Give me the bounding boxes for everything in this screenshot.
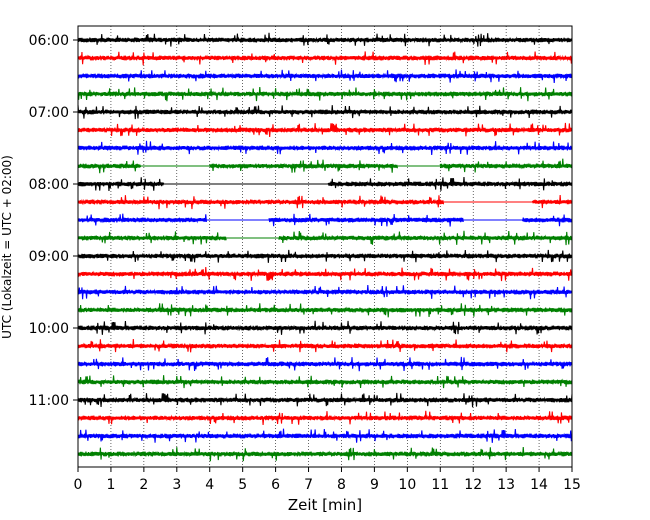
x-tick-label: 8 xyxy=(337,477,346,493)
x-tick-label: 13 xyxy=(497,477,515,493)
seismic-trace xyxy=(77,194,573,210)
plot-frame xyxy=(77,25,573,468)
y-tick-label: 08:00 xyxy=(29,177,69,193)
seismic-trace xyxy=(77,158,573,174)
seismic-trace xyxy=(77,87,573,102)
seismic-trace xyxy=(77,303,573,318)
y-tick: 09:00 xyxy=(29,249,78,265)
y-axis-label: UTC (Lokalzeit = UTC + 02:00) xyxy=(0,155,14,339)
x-tick-label: 1 xyxy=(106,477,115,493)
seismic-trace xyxy=(77,213,573,227)
y-tick: 11:00 xyxy=(29,393,78,409)
x-tick: 5 xyxy=(238,467,247,493)
x-tick: 11 xyxy=(431,467,449,493)
x-tick: 0 xyxy=(74,467,83,493)
x-tick-label: 9 xyxy=(370,477,379,493)
seismic-trace xyxy=(77,140,573,155)
x-tick-label: 2 xyxy=(139,477,148,493)
y-tick-label: 10:00 xyxy=(29,321,69,337)
x-axis-label: Zeit [min] xyxy=(288,496,362,514)
seismic-trace xyxy=(77,32,573,47)
seismic-trace xyxy=(77,51,573,66)
x-tick: 15 xyxy=(563,467,581,493)
seismic-trace xyxy=(77,320,573,335)
x-tick: 10 xyxy=(398,467,416,493)
x-tick: 8 xyxy=(337,467,346,493)
x-tick-label: 0 xyxy=(74,477,83,493)
x-tick: 9 xyxy=(370,467,379,493)
y-tick-label: 11:00 xyxy=(29,393,69,409)
x-tick-label: 7 xyxy=(304,477,313,493)
x-tick-label: 4 xyxy=(205,477,214,493)
x-tick: 2 xyxy=(139,467,148,493)
seismic-trace xyxy=(77,285,573,300)
x-tick-label: 5 xyxy=(238,477,247,493)
seismic-traces xyxy=(77,32,573,462)
seismic-trace xyxy=(77,375,573,389)
x-tick: 4 xyxy=(205,467,214,493)
x-tick: 12 xyxy=(464,467,482,493)
y-tick-label: 07:00 xyxy=(29,105,69,121)
y-tick-label: 09:00 xyxy=(29,249,69,265)
seismic-trace xyxy=(77,267,573,282)
seismic-trace xyxy=(77,356,573,372)
y-tick: 07:00 xyxy=(29,105,78,121)
seismic-trace xyxy=(77,176,573,191)
y-tick: 10:00 xyxy=(29,321,78,337)
x-tick: 13 xyxy=(497,467,515,493)
seismic-trace xyxy=(77,69,573,83)
seismic-trace xyxy=(77,230,573,246)
x-tick-label: 6 xyxy=(271,477,280,493)
x-tick: 6 xyxy=(271,467,280,493)
x-tick-label: 14 xyxy=(530,477,548,493)
x-tick-label: 3 xyxy=(172,477,181,493)
y-tick: 08:00 xyxy=(29,177,78,193)
seismic-trace xyxy=(77,338,573,353)
x-tick: 7 xyxy=(304,467,313,493)
x-axis-ticks: 0 1 2 3 4 5 6 7 8 9 10 11 12 13 14 15 xyxy=(74,467,581,493)
x-tick-label: 15 xyxy=(563,477,581,493)
x-tick: 3 xyxy=(172,467,181,493)
seismic-trace xyxy=(77,428,573,443)
seismic-trace xyxy=(77,392,573,408)
x-tick: 14 xyxy=(530,467,548,493)
x-tick-label: 11 xyxy=(431,477,449,493)
x-tick-label: 10 xyxy=(398,477,416,493)
seismic-trace xyxy=(77,105,573,120)
y-tick: 06:00 xyxy=(29,33,78,49)
y-axis-ticks: 06:00 07:00 08:00 09:00 10:00 11:00 xyxy=(29,33,78,409)
x-tick-label: 12 xyxy=(464,477,482,493)
y-tick-label: 06:00 xyxy=(29,33,69,49)
seismic-trace xyxy=(77,446,573,462)
seismic-trace xyxy=(77,122,573,137)
seismic-trace xyxy=(77,249,573,263)
seismic-trace xyxy=(77,410,573,425)
x-tick: 1 xyxy=(106,467,115,493)
